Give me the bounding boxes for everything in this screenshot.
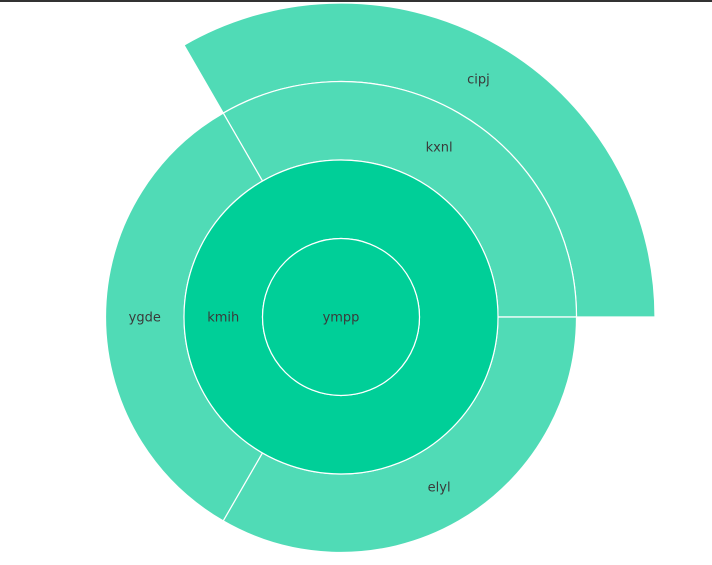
sunburst-labels: ympp kmih kxnl ygde elyl cipj	[129, 73, 490, 496]
label-elyl: elyl	[428, 480, 451, 495]
label-kmih: kmih	[207, 311, 239, 326]
top-border	[0, 0, 712, 2]
sunburst-segments	[104, 2, 656, 554]
label-ympp: ympp	[323, 311, 360, 326]
label-ygde: ygde	[129, 311, 161, 326]
label-kxnl: kxnl	[426, 141, 453, 156]
label-cipj: cipj	[467, 73, 490, 88]
segment-ympp[interactable]	[261, 237, 421, 397]
